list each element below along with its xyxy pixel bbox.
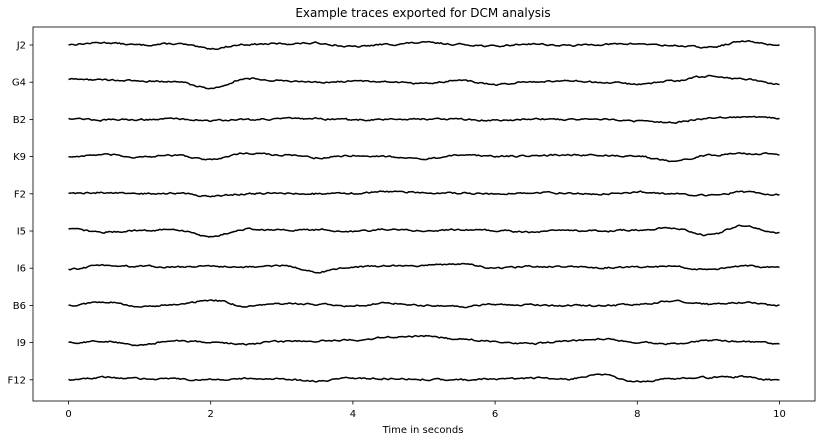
y-tick-label-i5: I5 [17,227,26,238]
y-tick-label-j2: J2 [16,41,26,52]
y-axis: J2 G4 B2 K9 F2 I5 I6 B6 I9 F12 [8,41,33,386]
plot-frame [32,26,816,402]
trace-f2 [68,190,780,198]
y-tick-label-f2: F2 [14,189,26,200]
y-tick-label-g4: G4 [12,78,26,89]
trace-f12 [68,373,780,383]
trace-j2 [68,39,780,51]
trace-i5 [68,224,780,238]
y-tick-label-k9: K9 [13,152,26,163]
y-tick-label-b2: B2 [13,115,26,126]
trace-k9 [68,152,780,163]
x-tick-label: 0 [65,409,71,420]
y-tick-label-i6: I6 [17,264,26,275]
x-tick-label: 10 [773,409,786,420]
trace-i6 [68,262,780,274]
x-axis-label: Time in seconds [382,425,464,436]
chart-title: Example traces exported for DCM analysis [295,6,550,20]
y-tick-label-i9: I9 [17,338,26,349]
trace-g4 [68,74,780,90]
trace-b6 [68,299,780,309]
plot-area: J2 G4 B2 K9 F2 I5 I6 B6 I9 F12 0 2 4 6 8 10 [8,26,816,420]
traces-group [68,39,780,383]
x-axis: 0 2 4 6 8 10 [65,401,786,420]
y-tick-label-b6: B6 [13,301,26,312]
x-tick-label: 8 [634,409,640,420]
x-tick-label: 6 [492,409,498,420]
x-tick-label: 2 [208,409,214,420]
trace-b2 [68,115,780,125]
trace-i9 [68,334,780,347]
y-tick-label-f12: F12 [8,375,26,386]
x-tick-label: 4 [350,409,356,420]
